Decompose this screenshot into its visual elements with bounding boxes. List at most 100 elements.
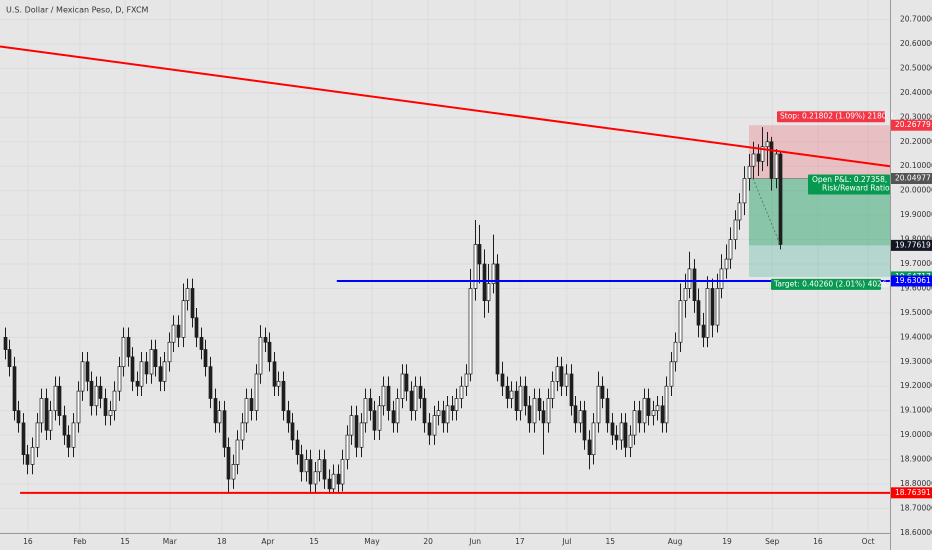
candle-body — [25, 454, 30, 465]
candle-body — [286, 410, 291, 424]
candle-body — [655, 405, 660, 412]
candle-body — [363, 398, 368, 424]
candle-body — [299, 454, 304, 473]
pnl-label: Open P&L: 0.27358, Qty — [812, 175, 904, 184]
candle-body — [231, 464, 236, 480]
candle-body — [267, 341, 272, 363]
candle-body — [769, 141, 774, 179]
candle-body — [500, 373, 505, 387]
candle-body — [751, 153, 756, 167]
y-tick-label: 18.60000 — [900, 528, 932, 537]
candle-body — [765, 141, 770, 148]
x-tick-label: 15 — [605, 537, 615, 546]
y-tick-label: 20.50000 — [900, 63, 932, 72]
y-tick-label: 18.70000 — [900, 503, 932, 512]
axes: 18.60000 18.70000 18.80000 18.90000 19.00000… — [23, 15, 932, 546]
candle-body — [185, 288, 190, 302]
level-price-tag: 19.63061 — [895, 276, 931, 285]
candle-body — [386, 385, 391, 412]
candle-body — [158, 366, 163, 382]
candle-body — [130, 356, 135, 382]
candle-body — [619, 422, 624, 441]
candle-body — [162, 361, 167, 382]
candle-body — [468, 288, 473, 375]
candle-body — [281, 380, 286, 412]
candle-body — [527, 405, 532, 424]
candle-body — [94, 385, 99, 407]
candle-body — [53, 385, 58, 412]
candle-body — [240, 422, 245, 441]
candle-body — [103, 398, 108, 416]
candle-body — [747, 165, 752, 179]
candle-body — [705, 288, 710, 338]
candle-body — [381, 385, 386, 407]
y-tick-label: 20.60000 — [900, 39, 932, 48]
x-tick-label: 18 — [217, 537, 227, 546]
candle-body — [21, 422, 26, 456]
candle-body — [203, 349, 208, 368]
y-tick-label: 19.90000 — [900, 210, 932, 219]
candle-body — [144, 361, 149, 375]
y-tick-label: 18.80000 — [900, 479, 932, 488]
candle-body — [16, 410, 21, 424]
target-zone — [748, 178, 890, 277]
candle-body — [98, 385, 103, 399]
candle-body — [710, 288, 715, 326]
candle-body — [578, 410, 583, 424]
candle-body — [57, 385, 62, 416]
candle-body — [482, 263, 487, 302]
plot-area: Stop: 0.21802 (1.09%) 2180.2, Open P&L: 0… — [0, 45, 904, 494]
candle-body — [646, 398, 651, 416]
candle-body — [596, 385, 601, 424]
candle-body — [587, 439, 592, 456]
candle-body — [464, 373, 469, 387]
target-label: Target: 0.40260 (2.01%) 4026.0, — [773, 279, 896, 288]
stop-label-box — [777, 111, 885, 123]
candle-body — [85, 361, 90, 382]
candle-body — [62, 415, 67, 436]
candle-body — [30, 446, 35, 465]
pnl-label-box — [808, 174, 890, 195]
candle-body — [359, 422, 364, 448]
candle-body — [591, 422, 596, 456]
candle-body — [304, 459, 309, 473]
stop-label: Stop: 0.21802 (1.09%) 2180.2, — [780, 112, 896, 121]
candle-body — [263, 336, 268, 343]
candle-body — [422, 398, 427, 424]
candle-body — [7, 349, 12, 368]
candle-body — [254, 373, 259, 412]
y-tick-label: 19.80000 — [900, 235, 932, 244]
candle-body — [623, 422, 628, 448]
candle-body — [491, 263, 496, 284]
candle-body — [459, 385, 464, 399]
candle-body — [673, 341, 678, 363]
candle-body — [564, 373, 569, 387]
candle-body — [181, 300, 186, 338]
y-tick-label: 20.10000 — [900, 161, 932, 170]
candle-body — [322, 459, 327, 480]
candle-body — [760, 146, 765, 162]
candle-body — [194, 317, 199, 338]
candle-body — [208, 366, 213, 399]
y-tick-label: 20.30000 — [900, 112, 932, 121]
candle-body — [117, 366, 122, 392]
y-tick-label: 19.40000 — [900, 332, 932, 341]
candle-body — [614, 434, 619, 441]
candle-body — [701, 324, 706, 338]
candle-body — [537, 398, 542, 412]
candle-body — [477, 244, 482, 265]
entry-price-tag: 20.04977 — [895, 174, 931, 183]
candle-body — [317, 459, 322, 473]
x-tick-label: Mar — [163, 537, 178, 546]
candle-body — [445, 405, 450, 424]
candle-body — [473, 244, 478, 289]
candle-body — [249, 398, 254, 412]
candle-body — [80, 361, 85, 392]
candle-body — [441, 410, 446, 424]
candle-body — [395, 398, 400, 424]
target-label-box — [771, 278, 881, 290]
candle-body — [692, 268, 697, 302]
level-price-tag-box — [891, 487, 932, 499]
grid — [0, 0, 890, 533]
candle-body — [108, 410, 113, 416]
